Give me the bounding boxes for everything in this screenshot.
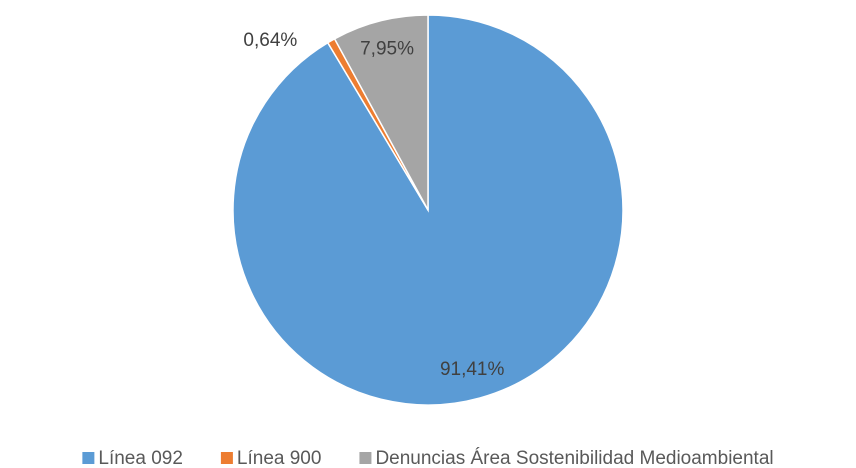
legend-swatch <box>220 452 233 464</box>
legend-swatch <box>82 452 95 464</box>
data-label: 91,41% <box>440 359 505 380</box>
data-label: 7,95% <box>360 38 414 59</box>
legend-swatch <box>359 452 372 464</box>
data-label: 0,64% <box>243 30 297 51</box>
legend-label: Línea 092 <box>98 448 183 468</box>
legend-label: Denuncias Área Sostenibilidad Medioambie… <box>375 448 773 468</box>
legend-label: Línea 900 <box>237 448 322 468</box>
pie-slice <box>333 14 429 211</box>
